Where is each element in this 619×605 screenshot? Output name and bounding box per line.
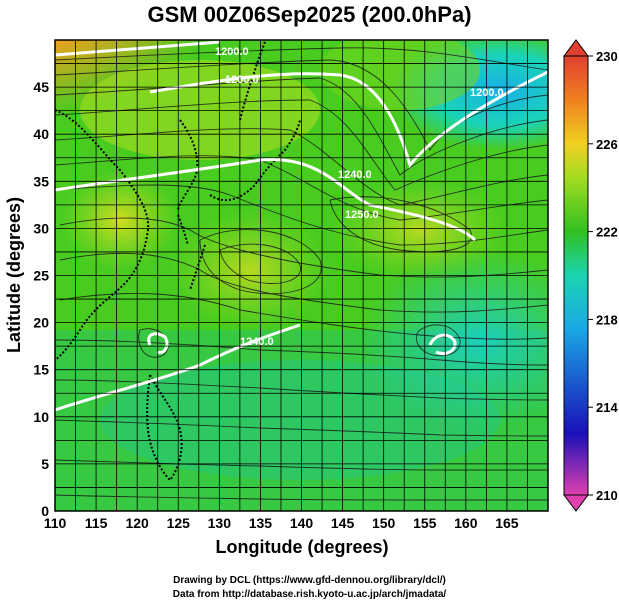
y-tick-label: 15 [33,362,49,378]
colorbar-tick-label: 214 [596,400,618,415]
y-tick-label: 35 [33,173,49,189]
y-tick-label: 45 [33,79,49,95]
colorbar-tick-label: 210 [596,488,618,503]
contour-label: 1240.0 [240,336,274,348]
x-tick-label: 160 [454,515,478,531]
y-axis-label: Latitude (degrees) [4,197,24,353]
y-tick-label: 40 [33,126,49,142]
map-title: GSM 00Z06Sep2025 (200.0hPa) [147,2,472,27]
colorbar-bottom-arrow [563,494,589,512]
credit-line-2: Data from http://database.rish.kyoto-u.a… [172,589,447,600]
credit-line-1: Drawing by DCL (https://www.gfd-dennou.o… [173,575,446,586]
contour-label: 1200.0 [225,74,259,86]
y-tick-label: 30 [33,220,49,236]
x-axis-label: Longitude (degrees) [215,537,388,557]
x-tick-label: 130 [208,515,232,531]
x-tick-label: 150 [372,515,396,531]
colorbar-tick-label: 218 [596,312,618,327]
x-tick-label: 145 [331,515,355,531]
y-tick-labels: 0 5 10 15 20 25 30 35 40 45 [33,79,49,519]
lat-lon-grid [54,39,549,512]
x-tick-label: 135 [249,515,273,531]
y-tick-label: 0 [41,503,49,519]
x-tick-label: 140 [290,515,314,531]
contour-label: 1250.0 [345,209,379,221]
y-tick-label: 5 [41,456,49,472]
contour-label: 1240.0 [338,169,372,181]
plot-frame [54,39,549,512]
contour-label: 1200.0 [470,87,504,99]
x-tick-label: 110 [44,515,67,531]
contour-label: 1200.0 [215,46,249,58]
colorbar-scale [563,55,589,496]
colorbar-top-arrow [563,39,589,57]
y-tick-label: 25 [33,268,49,284]
x-tick-label: 120 [125,515,149,531]
x-tick-label: 115 [85,515,108,531]
colorbar-tick-label: 222 [596,225,618,240]
y-tick-label: 10 [33,409,49,425]
colorbar: 210 214 218 222 226 230 [563,39,618,512]
colorbar-tick-label: 226 [596,137,618,152]
colorbar-tick-label: 230 [596,49,618,64]
y-tick-label: 20 [33,315,49,331]
coastlines [55,41,301,482]
x-tick-label: 125 [167,515,191,531]
x-tick-label: 155 [413,515,437,531]
contour-label-group: 1200.0 1200.0 1240.0 1250.0 1240.0 1200.… [215,46,504,348]
x-tick-label: 165 [495,515,519,531]
x-tick-labels: 110 115 120 125 130 135 140 145 150 155 160 165 [44,515,519,531]
